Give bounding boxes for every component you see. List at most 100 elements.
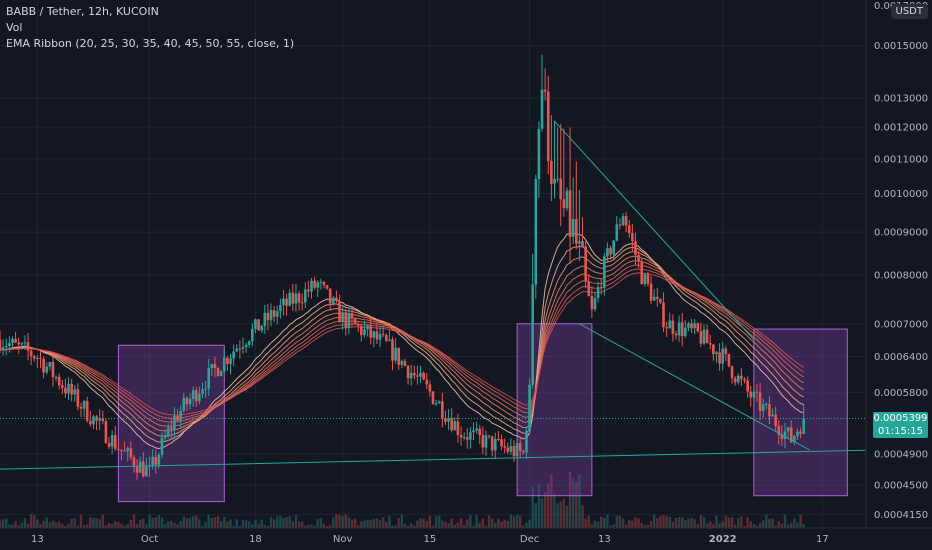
- candle-body: [497, 439, 500, 441]
- candle-body: [89, 420, 92, 425]
- trendline: [0, 449, 867, 470]
- candle-body: [627, 225, 631, 234]
- candle-body: [456, 421, 460, 435]
- volume-bar: [70, 518, 73, 528]
- volume-bar: [428, 515, 432, 528]
- candle-body: [568, 190, 572, 237]
- price-tick-label: 0.0005800: [874, 388, 928, 399]
- volume-bar: [176, 524, 179, 528]
- candle-body: [191, 390, 195, 399]
- volume-bar: [590, 524, 594, 528]
- volume-bar: [587, 515, 590, 528]
- candle-body: [222, 357, 226, 372]
- price-tick-label: 0.0009000: [874, 228, 928, 239]
- volume-bar: [634, 517, 637, 528]
- volume-bar: [649, 520, 653, 528]
- volume-bar: [684, 519, 687, 528]
- volume-bar: [456, 522, 460, 528]
- volume-bar: [114, 521, 117, 528]
- candle-body: [51, 362, 55, 378]
- candle-body: [325, 285, 329, 289]
- candle-body: [494, 439, 497, 451]
- volume-bar: [138, 519, 142, 528]
- volume-bar: [1, 519, 5, 528]
- volume-bar: [210, 518, 214, 528]
- volume-bar: [730, 517, 734, 528]
- time-tick-label: 13: [598, 534, 611, 545]
- candle-body: [668, 320, 672, 329]
- candle-body: [419, 372, 422, 377]
- candle-body: [207, 368, 211, 389]
- volume-bar: [73, 518, 76, 528]
- volume-bar: [104, 525, 108, 528]
- volume-bar: [110, 524, 114, 528]
- candle-body: [422, 372, 425, 380]
- volume-bar: [23, 518, 27, 528]
- volume-bar: [419, 517, 422, 528]
- candle-body: [512, 446, 516, 457]
- time-tick-label: Oct: [141, 534, 158, 545]
- volume-bar: [425, 521, 428, 528]
- volume-bar: [699, 515, 703, 528]
- candle-body: [263, 312, 267, 326]
- candle-body: [151, 456, 154, 466]
- time-axis[interactable]: 13 Oct 18 Nov 15 Dec 13 2022 17: [31, 534, 829, 545]
- candle-body: [746, 380, 749, 392]
- candle-body: [740, 375, 743, 380]
- volume-bar: [584, 518, 587, 528]
- candle-body: [79, 406, 83, 409]
- candle-body: [761, 404, 765, 411]
- candle-body: [409, 372, 413, 379]
- candle-body: [216, 367, 220, 377]
- candle-body: [631, 233, 634, 242]
- volume-bar: [363, 520, 366, 528]
- volume-bar: [637, 518, 640, 528]
- candle-body: [693, 323, 696, 329]
- candle-body: [316, 282, 320, 288]
- volume-bar: [332, 517, 335, 528]
- volume-bar: [163, 524, 167, 528]
- volume-bar: [403, 523, 407, 528]
- candle-body: [201, 389, 204, 394]
- volume-bar: [687, 518, 690, 528]
- symbol-title[interactable]: BABB / Tether, 12h, KUCOIN: [6, 5, 159, 18]
- volume-bar: [353, 518, 357, 528]
- volume-bar: [472, 525, 475, 528]
- candle-body: [733, 378, 737, 383]
- volume-bar: [36, 519, 39, 528]
- volume-bar: [509, 514, 513, 528]
- currency-badge[interactable]: USDT: [890, 4, 928, 19]
- volume-bar: [534, 502, 537, 528]
- candle-body: [291, 292, 295, 304]
- candle-body: [609, 248, 612, 255]
- volume-bar: [724, 515, 728, 528]
- candle-body: [388, 339, 391, 341]
- candle-body: [606, 248, 609, 257]
- volume-bar: [341, 516, 344, 528]
- candle-body: [699, 331, 703, 344]
- candle-body: [655, 296, 659, 299]
- candle-body: [76, 389, 80, 407]
- ema-line-20: [0, 232, 804, 450]
- ema-ribbon-indicator-label[interactable]: EMA Ribbon (20, 25, 30, 35, 40, 45, 50, …: [6, 37, 295, 50]
- candle-body: [587, 281, 591, 297]
- volume-bar: [612, 524, 615, 528]
- volume-bar: [213, 517, 217, 528]
- candle-body: [117, 448, 120, 450]
- volume-bar: [746, 517, 749, 528]
- candle-body: [705, 329, 709, 344]
- volume-bar: [621, 518, 625, 528]
- candle-body: [574, 219, 578, 244]
- volume-bar: [266, 525, 270, 528]
- candle-body: [244, 344, 248, 347]
- volume-indicator-label[interactable]: Vol: [6, 21, 23, 34]
- volume-bar: [191, 516, 195, 528]
- candle-body: [755, 391, 759, 393]
- candle-body: [546, 91, 550, 161]
- candle-body: [42, 358, 45, 373]
- volume-bar: [319, 517, 323, 528]
- candle-body: [687, 323, 690, 328]
- volume-bar: [643, 524, 647, 528]
- candle-body: [381, 333, 385, 336]
